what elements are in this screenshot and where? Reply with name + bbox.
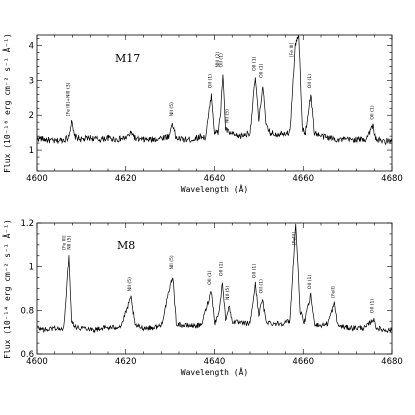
x-tick-label: 4600 bbox=[26, 357, 48, 367]
y-tick-label: 1 bbox=[29, 263, 34, 273]
line-id-label: [Fe III]+NIII (3) bbox=[65, 82, 71, 116]
line-id-label: NII (5) bbox=[225, 109, 231, 123]
x-tick-label: 4640 bbox=[204, 174, 226, 184]
y-tick-label: 2 bbox=[29, 111, 34, 121]
y-tick-label: 4 bbox=[29, 41, 34, 51]
panel-m17: 4600 4620 4640 4660 4680 1 2 3 4 Wavelength (Å) Fl… bbox=[1, 33, 403, 194]
y-tick-label: 1 bbox=[29, 146, 34, 156]
line-id-label: NIII (2) bbox=[215, 52, 221, 68]
line-id-label: OII (1) bbox=[258, 63, 264, 78]
object-label: M17 bbox=[115, 52, 140, 65]
line-id-label: OII (1) bbox=[307, 74, 313, 89]
plot-frame bbox=[36, 34, 393, 172]
line-id-label: NII (5) bbox=[169, 255, 175, 269]
line-id-label: OII (1) bbox=[251, 264, 257, 279]
y-axis-label: Flux (10⁻¹⁴ erg cm⁻² s⁻¹ Å⁻¹) bbox=[1, 219, 12, 359]
panel-m8: 4600 4620 4640 4660 4680 0.6 0.8 1 1.2 Wavelength… bbox=[1, 219, 403, 377]
line-id-label: OII (1) bbox=[218, 261, 224, 276]
line-id-label: OII (1) bbox=[207, 270, 213, 285]
line-id-label: [FeIII] bbox=[292, 232, 298, 245]
line-id-label: NII (5) bbox=[225, 286, 231, 300]
line-id-label: OII (1) bbox=[207, 74, 213, 89]
x-tick-label: 4640 bbox=[204, 357, 226, 367]
x-tick-label: 4600 bbox=[26, 174, 48, 184]
spectrum-line bbox=[37, 35, 392, 146]
line-id-label: OII (1) bbox=[369, 299, 375, 314]
x-axis-label: Wavelength (Å) bbox=[181, 366, 248, 377]
y-tick-label: 1.2 bbox=[20, 219, 34, 229]
x-tick-label: 4620 bbox=[115, 174, 137, 184]
x-tick-label: 4620 bbox=[115, 357, 137, 367]
line-id-label: [FeII] bbox=[330, 286, 336, 298]
line-id-label: [Fe III] bbox=[289, 42, 295, 57]
line-id-label: NII (5) bbox=[67, 235, 73, 249]
line-id-label: [Fe III] bbox=[61, 235, 67, 250]
line-id-label: OII (1) bbox=[251, 56, 257, 71]
x-tick-label: 4660 bbox=[292, 174, 314, 184]
line-id-label: OII (1) bbox=[258, 279, 264, 294]
spectrum-line bbox=[37, 223, 392, 334]
line-id-label: OII (1) bbox=[307, 275, 313, 290]
x-tick-label: 4660 bbox=[292, 357, 314, 367]
line-id-label: NII (5) bbox=[169, 102, 175, 116]
y-tick-label: 3 bbox=[29, 76, 34, 86]
object-label: M8 bbox=[117, 239, 135, 252]
line-id-label: NII (5) bbox=[127, 277, 133, 291]
line-id-label: OII (1) bbox=[369, 105, 375, 120]
plot-frame bbox=[36, 222, 393, 355]
x-axis-label: Wavelength (Å) bbox=[181, 183, 248, 194]
x-tick-label: 4680 bbox=[381, 357, 403, 367]
x-tick-label: 4680 bbox=[381, 174, 403, 184]
line-id-label: OII (1) bbox=[218, 53, 224, 68]
y-tick-label: 0.6 bbox=[20, 350, 34, 360]
y-tick-label: 0.8 bbox=[20, 306, 34, 316]
y-axis-label: Flux (10⁻¹⁶ erg cm⁻² s⁻¹ Å⁻¹) bbox=[1, 33, 12, 173]
